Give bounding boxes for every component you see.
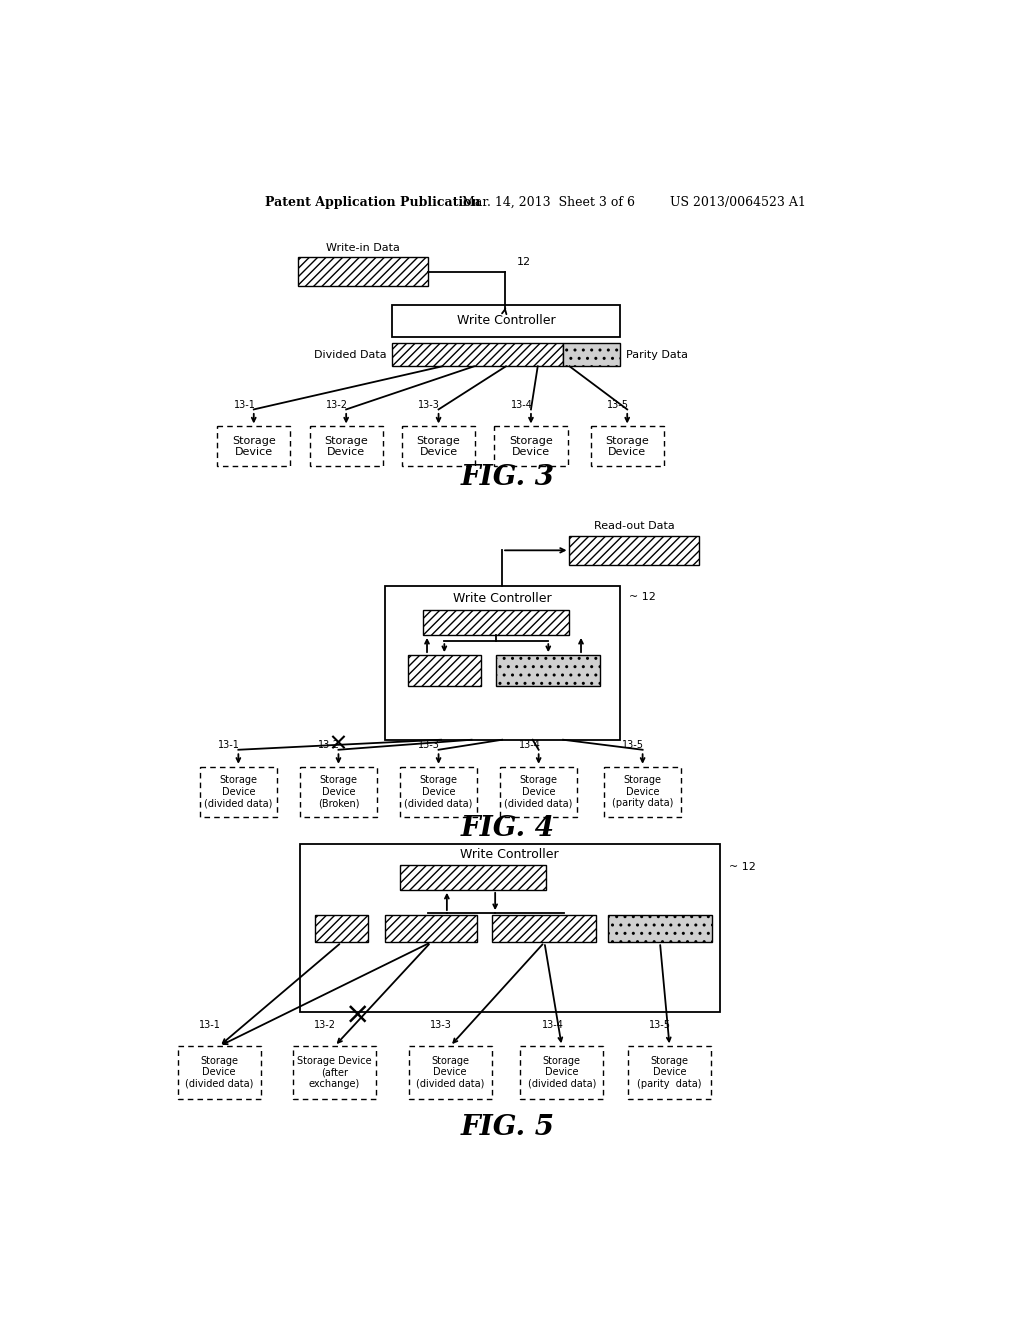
Bar [315, 915, 368, 942]
Bar [500, 767, 578, 817]
Text: 13-2: 13-2 [318, 741, 340, 750]
Text: Write-in Data: Write-in Data [327, 243, 400, 252]
Text: 13-2: 13-2 [314, 1019, 336, 1030]
Text: Storage
Device
(parity data): Storage Device (parity data) [612, 775, 674, 808]
Bar [423, 610, 569, 635]
Text: US 2013/0064523 A1: US 2013/0064523 A1 [670, 195, 806, 209]
Text: 13-4: 13-4 [511, 400, 532, 409]
Text: 13-4: 13-4 [518, 741, 541, 750]
Bar [177, 1047, 261, 1098]
Text: Write Controller: Write Controller [461, 847, 559, 861]
Text: 12: 12 [516, 257, 530, 268]
Bar [591, 426, 664, 466]
Bar [569, 536, 698, 565]
Text: Storage
Device
(divided data): Storage Device (divided data) [204, 775, 272, 808]
Bar [408, 655, 481, 686]
Bar [217, 426, 291, 466]
Bar [309, 426, 383, 466]
Text: FIG. 3: FIG. 3 [461, 465, 555, 491]
Text: Storage
Device: Storage Device [325, 436, 368, 457]
Bar [495, 426, 567, 466]
Text: Write Controller: Write Controller [453, 591, 551, 605]
Text: 13-3: 13-3 [419, 741, 440, 750]
Text: 13-4: 13-4 [542, 1019, 563, 1030]
Bar [298, 257, 428, 286]
Text: Divided Data: Divided Data [313, 350, 386, 360]
Bar [392, 305, 620, 337]
Bar [200, 767, 276, 817]
Bar [628, 1047, 711, 1098]
Text: 13-5: 13-5 [623, 741, 644, 750]
Text: 13-1: 13-1 [199, 1019, 221, 1030]
Text: Storage
Device: Storage Device [509, 436, 553, 457]
Text: 13-1: 13-1 [233, 400, 255, 409]
Text: Storage
Device: Storage Device [417, 436, 461, 457]
Text: 13-5: 13-5 [607, 400, 629, 409]
Text: ~ 12: ~ 12 [629, 591, 655, 602]
Text: Storage
Device: Storage Device [605, 436, 649, 457]
Bar [300, 843, 720, 1011]
Bar [400, 767, 477, 817]
Bar [385, 586, 620, 739]
Text: 13-3: 13-3 [430, 1019, 452, 1030]
Text: Read-out Data: Read-out Data [594, 521, 675, 532]
Text: Storage
Device
(parity  data): Storage Device (parity data) [637, 1056, 701, 1089]
Text: FIG. 5: FIG. 5 [461, 1114, 555, 1140]
Text: Storage
Device
(divided data): Storage Device (divided data) [185, 1056, 253, 1089]
Text: FIG. 4: FIG. 4 [461, 814, 555, 842]
Text: Write Controller: Write Controller [457, 314, 555, 327]
Bar [402, 426, 475, 466]
Bar [392, 343, 563, 367]
Bar [520, 1047, 603, 1098]
Bar [300, 767, 377, 817]
Bar [608, 915, 712, 942]
Text: Storage
Device
(Broken): Storage Device (Broken) [317, 775, 359, 808]
Bar [493, 915, 596, 942]
Text: 13-2: 13-2 [326, 400, 348, 409]
Text: Storage
Device
(divided data): Storage Device (divided data) [416, 1056, 484, 1089]
Text: Parity Data: Parity Data [626, 350, 688, 360]
Text: 13-3: 13-3 [419, 400, 440, 409]
Text: Storage
Device: Storage Device [231, 436, 275, 457]
Text: ~ 12: ~ 12 [729, 862, 756, 871]
Text: Storage
Device
(divided data): Storage Device (divided data) [505, 775, 572, 808]
Text: 13-1: 13-1 [218, 741, 240, 750]
Bar [293, 1047, 376, 1098]
Bar [409, 1047, 492, 1098]
Bar [400, 866, 547, 890]
Text: 13-5: 13-5 [649, 1019, 672, 1030]
Text: Patent Application Publication: Patent Application Publication [265, 195, 481, 209]
Bar [563, 343, 620, 367]
Text: Mar. 14, 2013  Sheet 3 of 6: Mar. 14, 2013 Sheet 3 of 6 [462, 195, 635, 209]
Text: Storage
Device
(divided data): Storage Device (divided data) [527, 1056, 596, 1089]
Bar [497, 655, 600, 686]
Bar [604, 767, 681, 817]
Text: Storage Device
(after
exchange): Storage Device (after exchange) [297, 1056, 372, 1089]
Bar [385, 915, 477, 942]
Text: Storage
Device
(divided data): Storage Device (divided data) [404, 775, 473, 808]
